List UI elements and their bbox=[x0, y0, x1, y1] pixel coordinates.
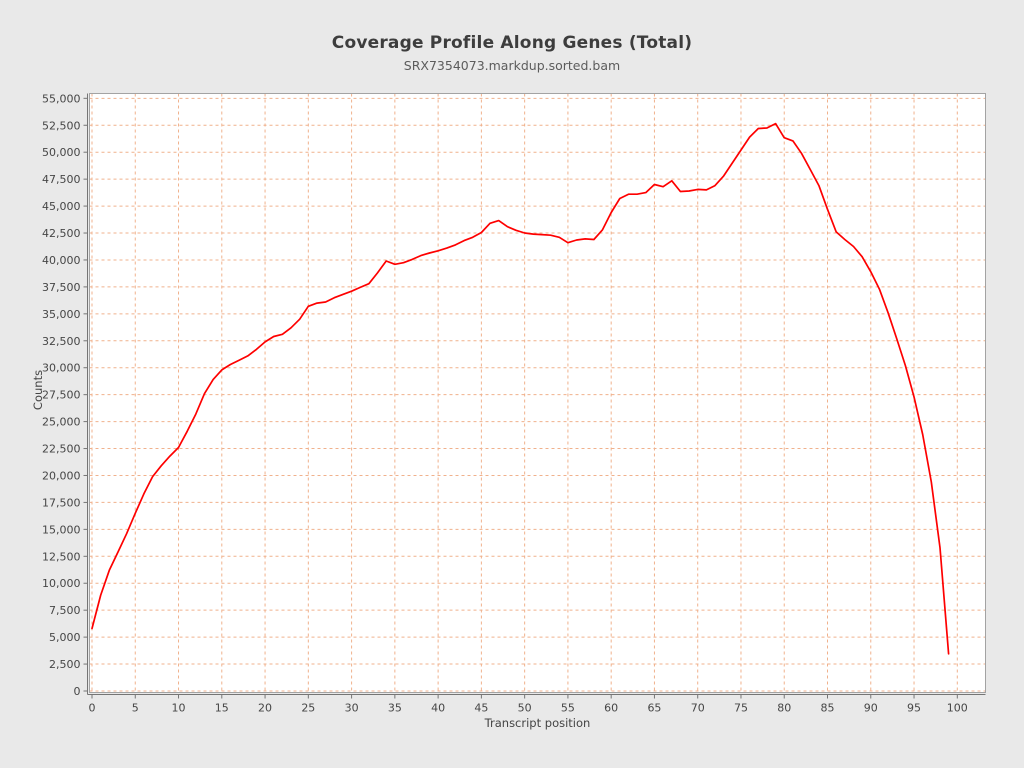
y-tick-label: 30,000 bbox=[42, 362, 81, 375]
x-tick-label: 75 bbox=[734, 702, 748, 715]
y-tick-label: 32,500 bbox=[42, 335, 81, 348]
y-tick-label: 27,500 bbox=[42, 389, 81, 402]
y-tick-label: 40,000 bbox=[42, 254, 81, 267]
y-tick-label: 15,000 bbox=[42, 523, 81, 536]
x-tick-label: 0 bbox=[89, 702, 96, 715]
x-axis-label: Transcript position bbox=[484, 716, 591, 730]
y-tick-label: 12,500 bbox=[42, 550, 81, 563]
y-tick-label: 47,500 bbox=[42, 173, 81, 186]
y-tick-label: 5,000 bbox=[49, 631, 81, 644]
x-tick-label: 85 bbox=[821, 702, 835, 715]
coverage-series bbox=[91, 122, 950, 655]
y-tick-label: 55,000 bbox=[42, 92, 81, 105]
y-tick-label: 42,500 bbox=[42, 227, 81, 240]
x-tick-label: 40 bbox=[431, 702, 445, 715]
x-tick-label: 35 bbox=[388, 702, 402, 715]
y-tick-label: 45,000 bbox=[42, 200, 81, 213]
x-tick-label: 10 bbox=[172, 702, 186, 715]
x-tick-label: 100 bbox=[947, 702, 968, 715]
y-tick-label: 0 bbox=[74, 685, 81, 698]
plot-border bbox=[89, 93, 986, 693]
chart-title: Coverage Profile Along Genes (Total) bbox=[331, 33, 693, 53]
axis-ticks bbox=[83, 97, 958, 699]
y-tick-label: 22,500 bbox=[42, 443, 81, 456]
x-tick-label: 20 bbox=[258, 702, 272, 715]
plot-area[interactable] bbox=[89, 93, 986, 693]
x-tick-label: 70 bbox=[691, 702, 705, 715]
x-tick-label: 45 bbox=[474, 702, 488, 715]
x-tick-label: 90 bbox=[864, 702, 878, 715]
y-tick-label: 35,000 bbox=[42, 308, 81, 321]
x-tick-label: 65 bbox=[647, 702, 661, 715]
coverage-line bbox=[91, 122, 950, 655]
x-tick-label: 80 bbox=[777, 702, 791, 715]
y-tick-label: 25,000 bbox=[42, 416, 81, 429]
y-tick-label: 17,500 bbox=[42, 496, 81, 509]
x-tick-label: 5 bbox=[132, 702, 139, 715]
y-tick-label: 52,500 bbox=[42, 119, 81, 132]
y-tick-label: 20,000 bbox=[42, 469, 81, 482]
x-tick-label: 60 bbox=[604, 702, 618, 715]
y-tick-label: 2,500 bbox=[49, 658, 81, 671]
gridlines bbox=[89, 93, 986, 693]
x-tick-label: 95 bbox=[907, 702, 921, 715]
x-tick-label: 15 bbox=[215, 702, 229, 715]
x-tick-label: 25 bbox=[301, 702, 315, 715]
y-tick-label: 37,500 bbox=[42, 281, 81, 294]
axis-tick-labels: 0 2,500 5,000 7,500 10,000 12,500 15,000 17,500… bbox=[42, 92, 968, 714]
x-tick-label: 55 bbox=[561, 702, 575, 715]
x-tick-label: 50 bbox=[518, 702, 532, 715]
y-tick-label: 10,000 bbox=[42, 577, 81, 590]
y-tick-label: 50,000 bbox=[42, 146, 81, 159]
chart-subtitle: SRX7354073.markdup.sorted.bam bbox=[403, 58, 621, 73]
y-tick-label: 7,500 bbox=[49, 604, 81, 617]
x-tick-label: 30 bbox=[345, 702, 359, 715]
